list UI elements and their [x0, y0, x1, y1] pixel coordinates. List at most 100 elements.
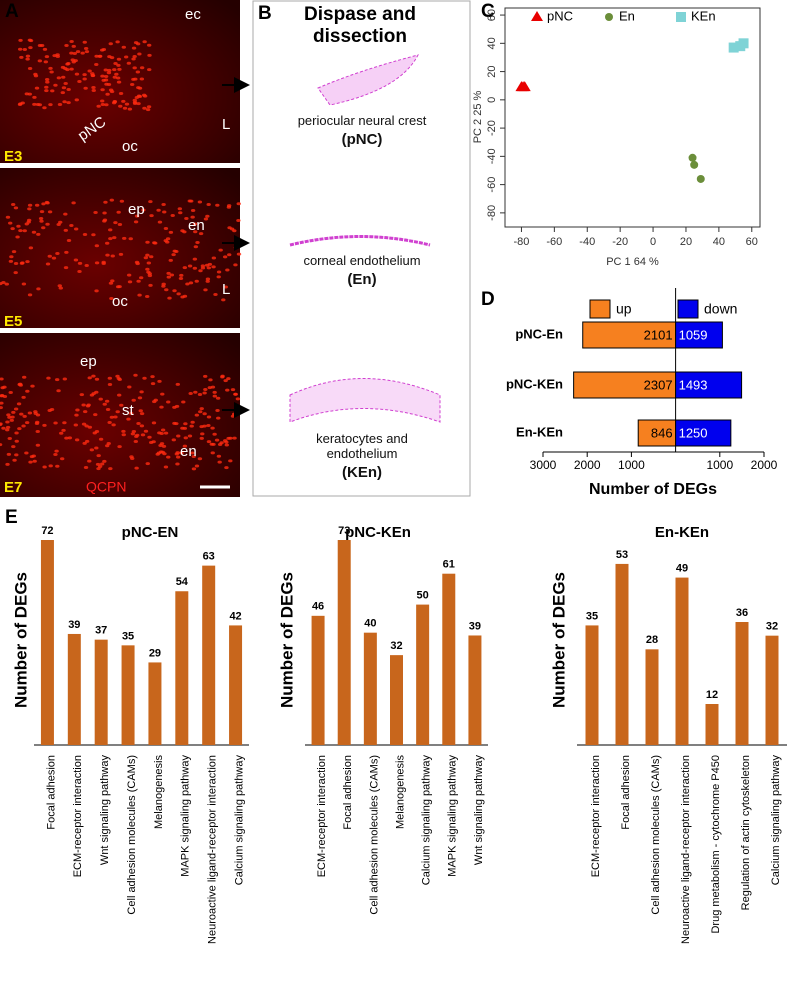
cell: [22, 375, 27, 379]
bar: [311, 615, 325, 745]
cell: [82, 77, 87, 81]
cell: [32, 95, 37, 99]
cell: [57, 102, 63, 106]
value-label: 2307: [644, 377, 673, 392]
cell: [236, 219, 241, 223]
cell: [191, 454, 196, 458]
cell: [28, 39, 34, 43]
item-abbr: (En): [347, 271, 377, 288]
cell: [19, 412, 24, 416]
cell: [143, 256, 149, 260]
cell: [199, 425, 204, 429]
cell: [184, 217, 189, 221]
cell: [91, 233, 96, 237]
bar: [67, 633, 81, 745]
cell: [182, 444, 188, 448]
cell: [150, 375, 155, 379]
cell: [96, 454, 101, 458]
cell: [129, 455, 134, 459]
cell: [22, 229, 27, 233]
cell: [59, 457, 65, 461]
category-label: ECM-receptor interaction: [316, 755, 328, 877]
cell: [102, 219, 107, 223]
bar: [94, 639, 108, 745]
cell: [152, 241, 157, 245]
bar: [573, 371, 677, 399]
cell: [100, 74, 105, 78]
cell: [203, 387, 208, 391]
panel-b-item: periocular neural crest (pNC): [262, 113, 462, 148]
value-label: 1059: [679, 327, 708, 342]
cell: [159, 405, 164, 409]
x-tick-label: 1000: [706, 458, 733, 472]
cell: [226, 205, 232, 209]
cell: [93, 211, 98, 215]
cell: [106, 71, 112, 75]
cell: [112, 75, 118, 79]
image-label: en: [180, 443, 197, 460]
cell: [83, 86, 88, 90]
cell: [206, 202, 211, 206]
y-tick-label: 40: [486, 37, 498, 49]
cell: [133, 373, 138, 377]
category-label: Neuroactive ligand-receptor interaction: [680, 755, 692, 944]
cell: [197, 200, 203, 204]
category-label: Focal adhesion: [45, 755, 57, 830]
cell: [133, 439, 139, 443]
cell: [136, 279, 141, 283]
cell: [233, 246, 239, 250]
legend-label: KEn: [691, 8, 716, 23]
cell: [172, 289, 177, 293]
cell: [2, 394, 8, 398]
category-label: Cell adhesion molecules (CAMs): [126, 755, 138, 915]
cell: [53, 452, 58, 456]
cell: [146, 43, 152, 47]
cell: [65, 62, 70, 66]
cell: [45, 262, 51, 266]
bar: [416, 604, 430, 745]
cell: [27, 66, 33, 70]
cell: [217, 460, 222, 464]
value-label: 46: [312, 601, 324, 613]
cell: [28, 46, 33, 50]
cell: [0, 386, 5, 390]
cell: [71, 60, 76, 64]
cell: [236, 252, 242, 256]
cell: [226, 377, 231, 381]
cell: [56, 76, 62, 80]
cell: [81, 403, 86, 407]
tissue-sketch: [289, 378, 441, 423]
cell: [117, 445, 122, 449]
cell: [12, 458, 17, 462]
cell: [39, 43, 45, 47]
x-tick-label: 40: [713, 236, 725, 248]
cell: [174, 249, 179, 253]
cell: [62, 421, 67, 425]
cell: [13, 271, 18, 275]
cell-dots: [0, 38, 242, 471]
cell: [210, 426, 215, 430]
cell: [69, 67, 74, 71]
cell: [107, 68, 112, 72]
y-tick-label: -20: [486, 120, 498, 136]
point: [518, 81, 531, 92]
cell: [193, 245, 199, 249]
cell: [1, 281, 6, 285]
cell: [211, 442, 216, 446]
cell: [215, 409, 220, 413]
cell: [192, 257, 198, 261]
cell: [91, 86, 96, 90]
cell: [197, 457, 203, 461]
micrograph: [0, 168, 240, 328]
cell: [22, 48, 28, 52]
y-axis-label: Number of DEGs: [11, 572, 30, 708]
cell: [115, 374, 120, 378]
value-label: 37: [95, 625, 107, 637]
cell: [100, 88, 105, 92]
cell: [58, 220, 63, 224]
cell: [108, 281, 114, 285]
cell: [232, 229, 237, 233]
cell: [211, 256, 217, 260]
